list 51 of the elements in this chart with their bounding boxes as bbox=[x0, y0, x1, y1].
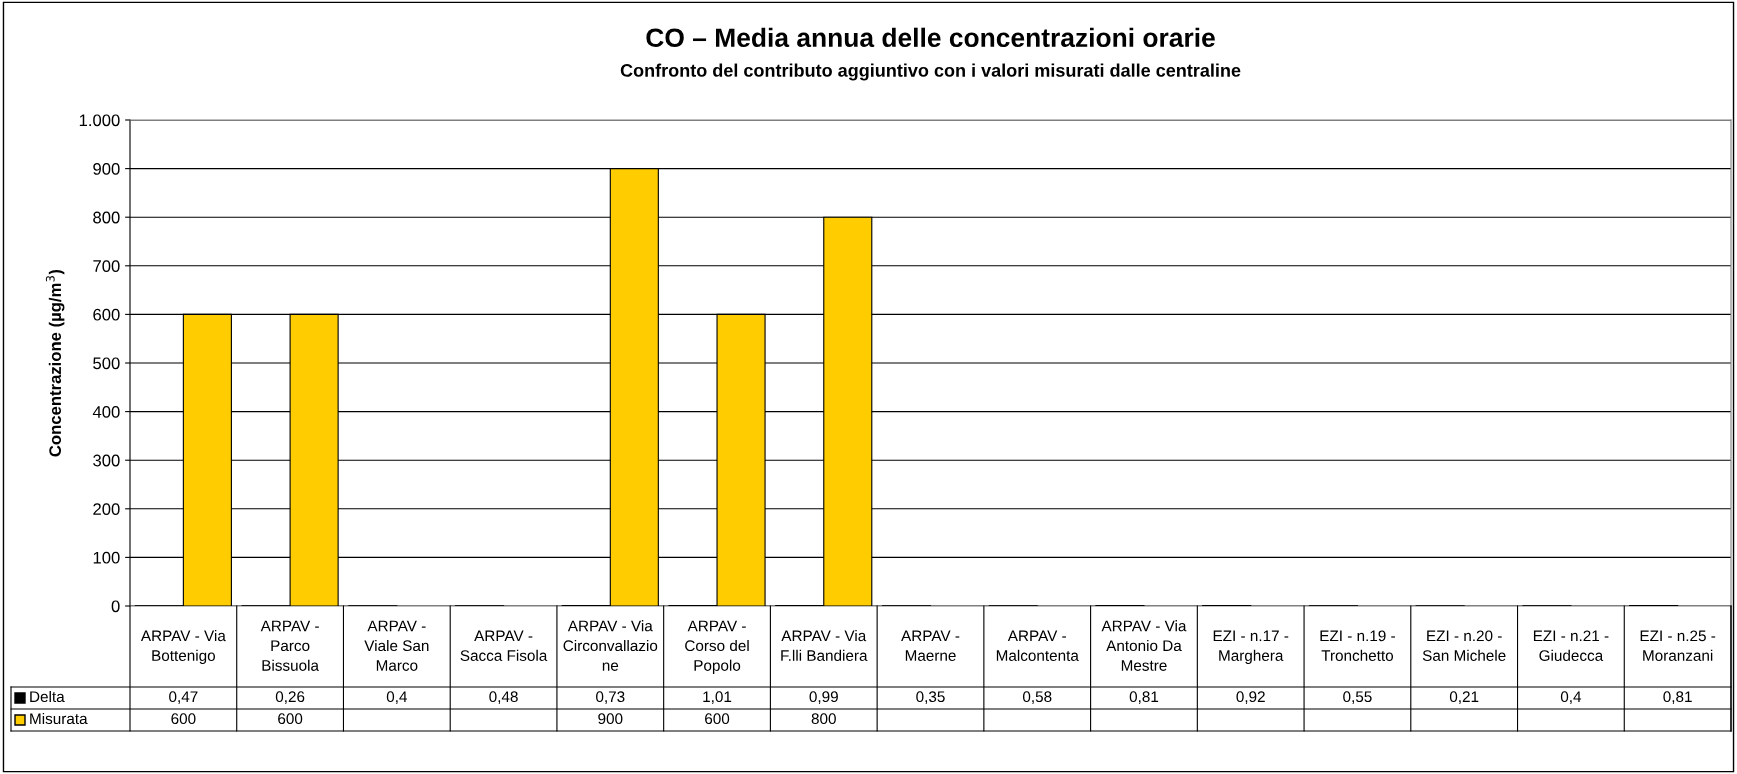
data-label: 0,35 bbox=[916, 691, 945, 704]
data-label: 0,47 bbox=[169, 691, 198, 704]
y-tick-label: 100 bbox=[93, 551, 120, 564]
data-label: 0,4 bbox=[1560, 691, 1582, 704]
x-tick-label: EZI - n.25 - Moranzani bbox=[1640, 630, 1716, 661]
x-tick-label: EZI - n.20 - San Michele bbox=[1422, 630, 1506, 661]
y-tick-label: 0 bbox=[111, 600, 120, 613]
y-tick-label: 400 bbox=[92, 406, 120, 418]
y-tick-label: 600 bbox=[93, 308, 120, 321]
data-label: 1,01 bbox=[703, 691, 732, 704]
x-tick-label: ARPAV - Via Circonvallazio ne bbox=[563, 620, 658, 671]
x-tick-label: ARPAV - Viale San Marco bbox=[364, 620, 429, 671]
chart-title: CO – Media annua delle concentrazioni orarie bbox=[646, 27, 1215, 48]
legend-label: Delta bbox=[30, 690, 65, 703]
x-tick-label: ARPAV - Via Bottenigo bbox=[140, 629, 226, 665]
data-label: 0,73 bbox=[596, 691, 625, 704]
data-label: 0,99 bbox=[809, 691, 838, 704]
x-tick-label: EZI - n.17 - Marghera bbox=[1213, 630, 1289, 665]
data-label: 0,21 bbox=[1449, 691, 1479, 704]
y-tick-label: 800 bbox=[93, 211, 120, 224]
data-label: 900 bbox=[598, 713, 623, 725]
x-tick-label: EZI - n.21 - Giudecca bbox=[1533, 630, 1609, 661]
y-tick-label: 500 bbox=[93, 357, 120, 370]
data-label: 0,48 bbox=[489, 691, 518, 704]
y-tick-label: 900 bbox=[93, 163, 120, 175]
y-tick-label: 700 bbox=[93, 260, 120, 272]
data-label: 0,92 bbox=[1236, 691, 1265, 704]
x-tick-label: ARPAV - Maerne bbox=[901, 630, 960, 661]
data-label: 0,81 bbox=[1663, 691, 1692, 704]
x-tick-label: EZI - n.19 - Tronchetto bbox=[1320, 630, 1395, 661]
y-axis-title: Concentrazione (µg/m$^{3}$) bbox=[45, 269, 65, 457]
data-label: 600 bbox=[171, 713, 196, 725]
chart-subtitle: Confronto del contributo aggiuntivo con i valori misurati dalle centraline bbox=[620, 63, 1241, 81]
data-label: 600 bbox=[705, 713, 730, 725]
data-label: 0,55 bbox=[1343, 691, 1372, 704]
data-label: 0,4 bbox=[386, 691, 408, 704]
data-label: 600 bbox=[278, 713, 303, 725]
y-tick-label: 200 bbox=[93, 503, 120, 515]
x-tick-label: ARPAV - Via Antonio Da Mestre bbox=[1101, 620, 1187, 671]
legend-label: Misurata bbox=[30, 712, 88, 725]
x-tick-label: ARPAV - Corso del Popolo bbox=[685, 620, 749, 674]
data-label: 0,58 bbox=[1022, 691, 1052, 704]
data-label: 0,81 bbox=[1129, 691, 1159, 704]
data-label: 800 bbox=[811, 713, 836, 725]
x-tick-label: ARPAV - Sacca Fisola bbox=[460, 630, 548, 661]
y-tick-label: 1.000 bbox=[79, 114, 120, 127]
y-tick-label: 300 bbox=[93, 454, 120, 467]
x-tick-label: ARPAV - Malcontenta bbox=[996, 630, 1079, 661]
x-tick-label: ARPAV - Parco Bissuola bbox=[260, 620, 319, 671]
x-tick-label: ARPAV - Via F.lli Bandiera bbox=[781, 629, 868, 661]
data-label: 0,26 bbox=[275, 691, 305, 704]
